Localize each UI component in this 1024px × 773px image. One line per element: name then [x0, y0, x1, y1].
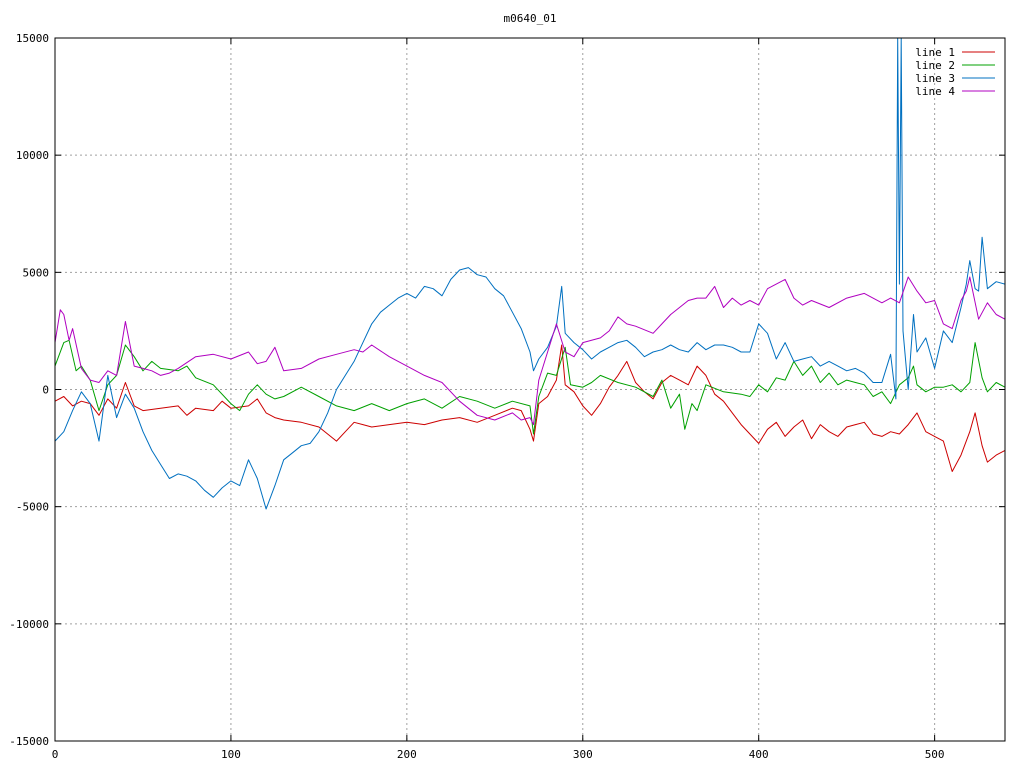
y-tick-label: 15000: [16, 32, 49, 45]
series-line-2: [55, 339, 1005, 435]
y-tick-label: 5000: [23, 266, 50, 279]
y-tick-label: -15000: [9, 735, 49, 748]
legend-label-2: line 2: [915, 59, 955, 72]
y-tick-label: 10000: [16, 149, 49, 162]
series-line-3: [55, 38, 1005, 510]
y-tick-label: -5000: [16, 501, 49, 514]
x-tick-label: 0: [52, 748, 59, 761]
y-tick-label: 0: [42, 384, 49, 397]
tick-layer: -15000 -10000 -5000 0 5000 10000 15000 0 100 200 3…: [9, 32, 1005, 761]
series-line-4: [55, 276, 1005, 426]
x-tick-label: 400: [749, 748, 769, 761]
legend-label-4: line 4: [915, 85, 955, 98]
legend-label-3: line 3: [915, 72, 955, 85]
chart-title: m0640_01: [504, 12, 557, 25]
x-tick-label: 100: [221, 748, 241, 761]
grid-layer: [55, 38, 1005, 741]
x-tick-label: 500: [925, 748, 945, 761]
series-line-1: [55, 344, 1005, 472]
x-tick-label: 200: [397, 748, 417, 761]
y-tick-label: -10000: [9, 618, 49, 631]
x-tick-label: 300: [573, 748, 593, 761]
series-layer: [55, 38, 1005, 510]
legend-label-1: line 1: [915, 46, 955, 59]
